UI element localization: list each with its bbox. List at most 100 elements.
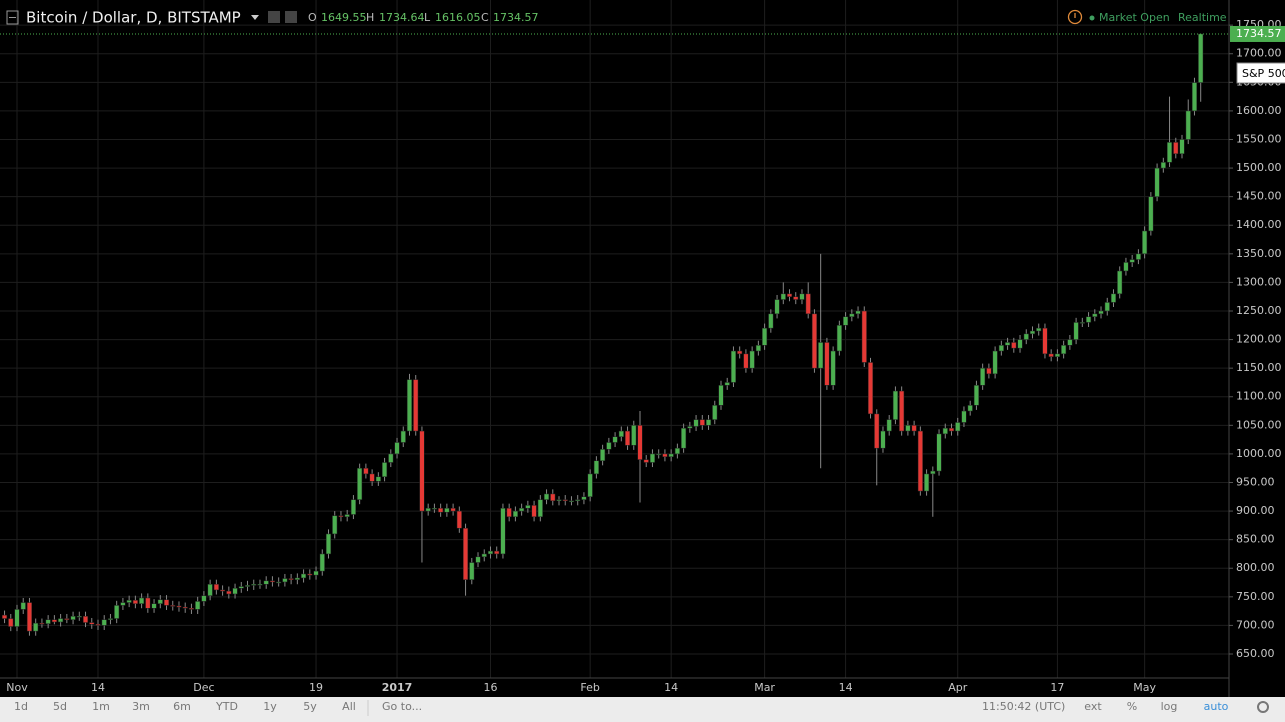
range-button[interactable]: 5d: [53, 700, 67, 713]
candle-body: [836, 325, 842, 352]
alert-icon[interactable]: [1067, 9, 1083, 25]
candle-body: [226, 590, 232, 595]
candle-body: [201, 595, 207, 602]
candle-body: [251, 583, 257, 586]
x-tick-label: Feb: [580, 681, 599, 694]
candle-body: [662, 453, 668, 458]
range-button[interactable]: 1d: [14, 700, 28, 713]
candle-body: [780, 293, 786, 300]
candle-body: [525, 505, 531, 509]
range-button[interactable]: All: [342, 700, 356, 713]
candle-body: [14, 609, 20, 627]
candle-body: [519, 507, 525, 512]
y-tick-label: 1450.00: [1236, 190, 1282, 203]
candle-body: [26, 602, 33, 632]
low-value: 1616.05: [435, 11, 481, 24]
candle-body: [463, 527, 469, 580]
candle-body: [724, 382, 730, 386]
candle-body: [220, 589, 226, 592]
candle-body: [1167, 142, 1173, 163]
candle-body: [1042, 327, 1048, 355]
y-tick-label: 1600.00: [1236, 104, 1282, 117]
candle-body: [737, 350, 743, 355]
candle-body: [506, 507, 512, 518]
candle-body: [207, 583, 213, 596]
candle-body: [743, 353, 749, 369]
candle-body: [157, 599, 163, 604]
candle-body: [269, 580, 275, 583]
candle-body: [1142, 230, 1148, 255]
x-tick-label: Apr: [948, 681, 968, 694]
plot-area: [0, 0, 1229, 678]
candle-body: [1191, 82, 1198, 112]
clock-time: 11:50:42 (UTC): [982, 700, 1065, 713]
settings-gear[interactable]: [1257, 701, 1269, 713]
goto-button[interactable]: Go to...: [382, 700, 422, 713]
candle-body: [1135, 253, 1141, 260]
option-button[interactable]: %: [1127, 700, 1137, 713]
candle-body: [369, 473, 375, 482]
y-tick-label: 1100.00: [1236, 390, 1282, 403]
candle-body: [325, 533, 332, 555]
candle-body: [294, 577, 300, 580]
candle-body: [631, 425, 637, 446]
status-dot: [1089, 15, 1095, 21]
collapse-icon[interactable]: [6, 10, 19, 25]
candle-body: [674, 447, 680, 455]
range-button[interactable]: 3m: [132, 700, 150, 713]
y-tick-label: 1400.00: [1236, 218, 1282, 231]
option-button[interactable]: ext: [1084, 700, 1102, 713]
candle-body: [170, 605, 176, 607]
compare-tag: [1236, 62, 1285, 84]
range-button[interactable]: 6m: [173, 700, 191, 713]
candle-body: [282, 578, 288, 583]
candle-body: [1036, 327, 1042, 332]
candle-body: [575, 499, 581, 502]
candle-body: [936, 433, 942, 472]
close-value: 1734.57: [493, 11, 539, 24]
candle-body: [531, 505, 537, 518]
candle-body: [332, 515, 338, 535]
option-button[interactable]: log: [1161, 700, 1178, 713]
x-tick-label: 17: [1050, 681, 1064, 694]
candle-body: [980, 367, 986, 386]
candle-body: [886, 419, 892, 432]
candle-body: [382, 462, 388, 478]
range-button[interactable]: 1y: [263, 700, 277, 713]
range-button[interactable]: 5y: [303, 700, 317, 713]
range-button[interactable]: 1m: [92, 700, 110, 713]
candle-body: [1148, 196, 1154, 232]
candle-body: [1117, 270, 1123, 295]
candle-body: [1098, 310, 1104, 315]
candle-body: [301, 573, 307, 579]
candle-body: [494, 550, 500, 555]
candle-body: [643, 459, 649, 463]
candle-body: [762, 327, 768, 346]
candle-body: [107, 618, 114, 620]
candle-body: [992, 350, 998, 375]
candle-body: [550, 493, 556, 502]
candle-body: [1073, 322, 1079, 340]
range-button[interactable]: YTD: [215, 700, 238, 713]
candle-body: [556, 499, 562, 502]
symbol-caret[interactable]: [251, 15, 259, 20]
candle-body: [986, 367, 992, 375]
candle-body: [1061, 345, 1067, 355]
option-button[interactable]: auto: [1204, 700, 1229, 713]
candle-body: [843, 316, 849, 326]
candle-body: [500, 507, 506, 555]
candle-body: [1104, 302, 1110, 312]
settings-icon[interactable]: [268, 11, 280, 23]
x-tick-label: 14: [664, 681, 678, 694]
candle-body: [961, 410, 967, 423]
candle-body: [1067, 339, 1073, 346]
symbol-title[interactable]: Bitcoin / Dollar, D, BITSTAMP: [26, 9, 241, 27]
candle-body: [705, 419, 712, 426]
candle-body: [145, 597, 151, 609]
format-icon[interactable]: [285, 11, 297, 23]
candle-body: [70, 616, 76, 620]
candle-body: [45, 619, 51, 624]
y-tick-label: 1350.00: [1236, 247, 1282, 260]
candle-body: [51, 619, 57, 623]
